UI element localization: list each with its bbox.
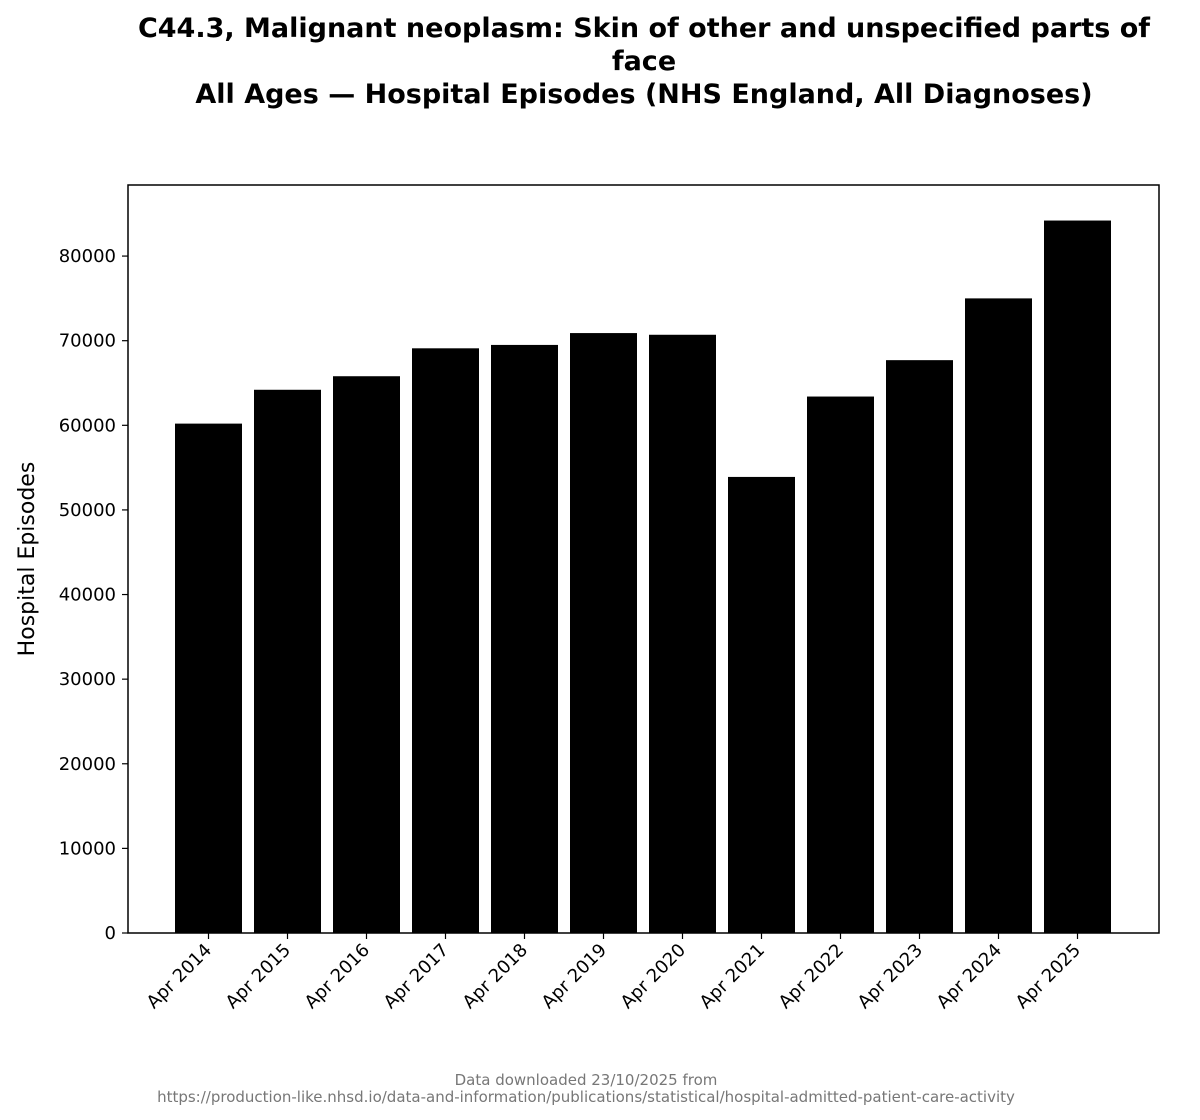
bar-apr-2023	[886, 360, 953, 934]
y-tick-label: 50000	[59, 500, 116, 521]
y-axis: 0 10000 20000 30000 40000 50000 60000 70000 8000…	[59, 246, 128, 944]
x-tick-label: Apr 2020	[617, 940, 690, 1013]
y-tick-label: 80000	[59, 246, 116, 267]
bar-apr-2025	[1044, 220, 1111, 934]
x-tick-label: Apr 2018	[459, 940, 532, 1013]
y-tick-label: 20000	[59, 754, 116, 775]
chart-title-line-2: face	[612, 46, 676, 77]
chart-title-line-3: All Ages — Hospital Episodes (NHS Englan…	[195, 79, 1092, 110]
bar-apr-2019	[570, 333, 637, 934]
x-tick-label: Apr 2024	[933, 940, 1006, 1013]
bar-apr-2016	[333, 376, 400, 933]
x-tick-label: Apr 2021	[696, 940, 769, 1013]
footer-source-line-1: Data downloaded 23/10/2025 from	[455, 1071, 718, 1089]
y-axis-label: Hospital Episodes	[15, 462, 40, 657]
footer-source-line-2: https://production-like.nhsd.io/data-and…	[157, 1088, 1015, 1106]
bar-apr-2021	[728, 476, 795, 933]
bar-series	[175, 220, 1111, 934]
x-tick-label: Apr 2017	[380, 940, 453, 1013]
x-axis: Apr 2014 Apr 2015 Apr 2016 Apr 2017 Apr 2018…	[143, 933, 1085, 1013]
x-tick-label: Apr 2014	[143, 940, 216, 1013]
y-tick-label: 30000	[59, 669, 116, 690]
bar-apr-2018	[491, 344, 558, 933]
chart-title: C44.3, Malignant neoplasm: Skin of other…	[138, 13, 1150, 110]
x-tick-label: Apr 2023	[854, 940, 927, 1013]
x-tick-label: Apr 2025	[1012, 940, 1085, 1013]
bar-apr-2014	[175, 423, 242, 933]
chart-title-line-1: C44.3, Malignant neoplasm: Skin of other…	[138, 13, 1150, 44]
x-tick-label: Apr 2019	[538, 940, 611, 1013]
y-tick-label: 40000	[59, 585, 116, 606]
bar-apr-2015	[254, 389, 321, 933]
y-tick-label: 10000	[59, 838, 116, 859]
x-tick-label: Apr 2015	[222, 940, 295, 1013]
bar-apr-2020	[649, 334, 716, 933]
y-tick-label: 0	[105, 923, 116, 944]
bar-apr-2017	[412, 348, 479, 933]
y-tick-label: 70000	[59, 331, 116, 352]
bar-apr-2022	[807, 396, 874, 933]
plot-area-frame	[127, 184, 1160, 934]
y-tick-label: 60000	[59, 415, 116, 436]
x-tick-label: Apr 2022	[775, 940, 848, 1013]
x-tick-label: Apr 2016	[301, 940, 374, 1013]
bar-apr-2024	[965, 298, 1032, 933]
